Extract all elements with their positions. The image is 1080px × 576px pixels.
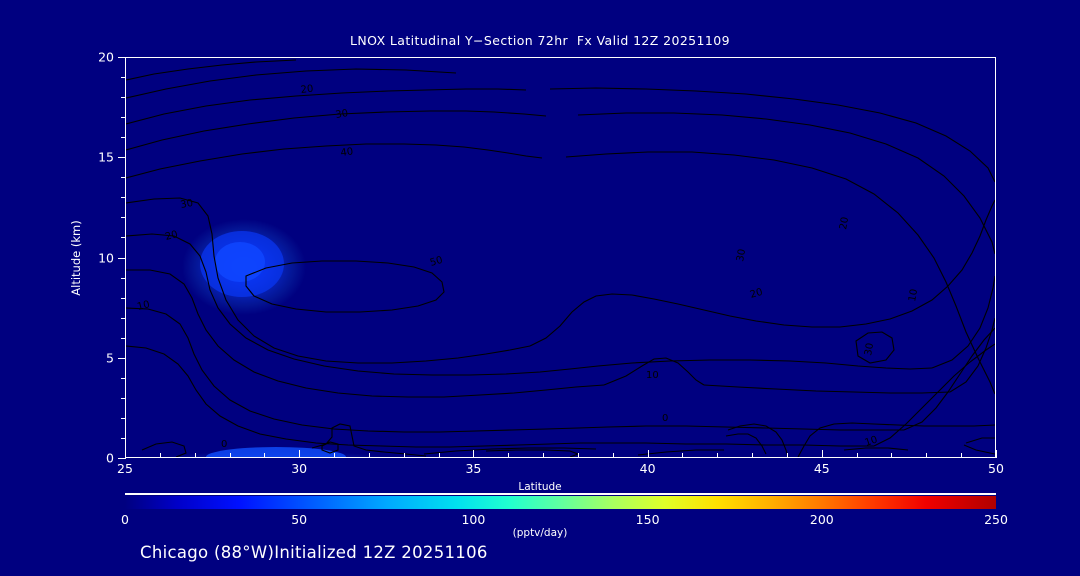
- x-tick-minor-29: [264, 453, 266, 458]
- shaded-maximum: [182, 219, 306, 315]
- x-tick-major-40: [647, 450, 649, 458]
- x-axis-title: Latitude: [518, 481, 562, 493]
- x-tick-minor-41: [682, 453, 684, 458]
- colorbar: [125, 496, 996, 509]
- colorbar-units: (pptv/day): [512, 527, 568, 539]
- colorbar-tick-label-50: 50: [291, 512, 308, 527]
- colorbar-tick-label-0: 0: [121, 512, 129, 527]
- y-tick-minor-2: [121, 417, 126, 419]
- y-tick-major-15: [118, 157, 126, 159]
- y-tick-minor-4: [121, 377, 126, 379]
- y-tick-minor-19: [121, 77, 126, 79]
- x-tick-label-50: 50: [988, 461, 1004, 476]
- x-tick-major-50: [996, 450, 997, 458]
- svg-text:0: 0: [662, 413, 668, 424]
- x-tick-major-25: [125, 450, 126, 458]
- svg-text:10: 10: [907, 288, 920, 302]
- x-tick-minor-32: [368, 453, 370, 458]
- contour-plot-svg: 20 30 40 50 30 20 10 30 20 30 10 0 20 10…: [126, 58, 995, 457]
- y-tick-minor-6: [121, 337, 126, 339]
- x-tick-minor-47: [891, 453, 893, 458]
- y-tick-major-10: [118, 257, 126, 259]
- x-tick-minor-36: [508, 453, 510, 458]
- svg-text:0: 0: [221, 439, 227, 450]
- svg-text:20: 20: [749, 287, 764, 301]
- plot-area: 20 30 40 50 30 20 10 30 20 30 10 0 20 10…: [125, 57, 996, 458]
- x-tick-minor-42: [717, 453, 719, 458]
- y-tick-minor-12: [121, 217, 126, 219]
- y-tick-minor-3: [121, 397, 126, 399]
- svg-text:20: 20: [300, 84, 314, 96]
- x-tick-minor-49: [961, 453, 963, 458]
- x-tick-minor-39: [612, 453, 614, 458]
- x-tick-minor-46: [856, 453, 858, 458]
- x-tick-label-35: 35: [465, 461, 482, 476]
- x-tick-minor-34: [438, 453, 440, 458]
- contour-label-group: 20 30 40 50 30 20 10 30 20 30 10 0 20 10…: [136, 84, 920, 450]
- y-tick-label-10: 10: [98, 250, 114, 265]
- contour-lines: [126, 59, 995, 457]
- x-tick-major-45: [821, 450, 823, 458]
- y-tick-minor-17: [121, 117, 126, 119]
- x-tick-label-40: 40: [639, 461, 656, 476]
- chart-title: LNOX Latitudinal Y−Section 72hr Fx Valid…: [350, 33, 730, 48]
- y-tick-label-5: 5: [106, 350, 114, 366]
- svg-text:20: 20: [164, 229, 179, 243]
- colorbar-gradient: [125, 496, 996, 509]
- x-tick-label-30: 30: [291, 461, 308, 476]
- x-tick-minor-37: [543, 453, 545, 458]
- y-tick-minor-8: [121, 297, 126, 299]
- y-tick-minor-16: [121, 137, 126, 139]
- colorbar-tick-label-100: 100: [461, 512, 486, 527]
- y-tick-minor-9: [121, 277, 126, 279]
- y-tick-minor-18: [121, 97, 126, 99]
- y-tick-major-20: [118, 57, 126, 58]
- x-tick-minor-28: [229, 453, 231, 458]
- svg-text:10: 10: [864, 434, 880, 448]
- y-tick-minor-7: [121, 317, 126, 319]
- colorbar-tick-label-200: 200: [809, 512, 834, 527]
- x-tick-minor-26: [159, 453, 161, 458]
- y-tick-major-5: [118, 357, 126, 359]
- svg-text:30: 30: [735, 248, 748, 262]
- y-tick-label-0: 0: [106, 450, 114, 466]
- y-tick-minor-1: [121, 437, 126, 439]
- svg-text:30: 30: [180, 198, 194, 211]
- x-tick-minor-48: [926, 453, 928, 458]
- svg-text:40: 40: [340, 146, 354, 159]
- svg-text:50: 50: [429, 255, 444, 269]
- figure-caption: Chicago (88°W)Initialized 12Z 20251106: [140, 543, 488, 562]
- y-tick-major-0: [118, 458, 126, 459]
- x-tick-major-35: [473, 450, 475, 458]
- svg-text:30: 30: [863, 342, 876, 356]
- svg-text:20: 20: [838, 216, 851, 230]
- colorbar-top-rule: [125, 493, 996, 495]
- y-axis-title: Altitude (km): [69, 220, 83, 296]
- x-tick-minor-33: [403, 453, 405, 458]
- x-tick-minor-38: [577, 453, 579, 458]
- y-tick-minor-11: [121, 237, 126, 239]
- x-tick-minor-44: [786, 453, 788, 458]
- colorbar-tick-label-150: 150: [635, 512, 660, 527]
- y-tick-label-20: 20: [98, 49, 114, 65]
- y-tick-label-15: 15: [98, 149, 114, 165]
- x-tick-minor-31: [334, 453, 336, 458]
- x-tick-label-25: 25: [117, 461, 133, 476]
- x-tick-major-30: [299, 450, 301, 458]
- colorbar-tick-label-250: 250: [984, 512, 1008, 527]
- y-tick-minor-14: [121, 177, 126, 179]
- x-tick-label-45: 45: [813, 461, 830, 476]
- svg-text:30: 30: [335, 108, 349, 121]
- x-tick-minor-43: [752, 453, 754, 458]
- svg-text:10: 10: [646, 370, 659, 381]
- y-tick-minor-13: [121, 197, 126, 199]
- x-tick-minor-27: [194, 453, 196, 458]
- svg-text:10: 10: [136, 299, 151, 313]
